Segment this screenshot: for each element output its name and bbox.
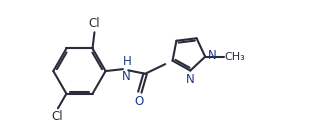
- Text: CH₃: CH₃: [224, 52, 245, 62]
- Text: O: O: [134, 95, 144, 108]
- Text: H: H: [123, 55, 132, 68]
- Text: N: N: [208, 49, 216, 62]
- Text: Cl: Cl: [89, 17, 100, 30]
- Text: N: N: [122, 70, 131, 83]
- Text: Cl: Cl: [51, 110, 63, 123]
- Text: N: N: [186, 73, 195, 86]
